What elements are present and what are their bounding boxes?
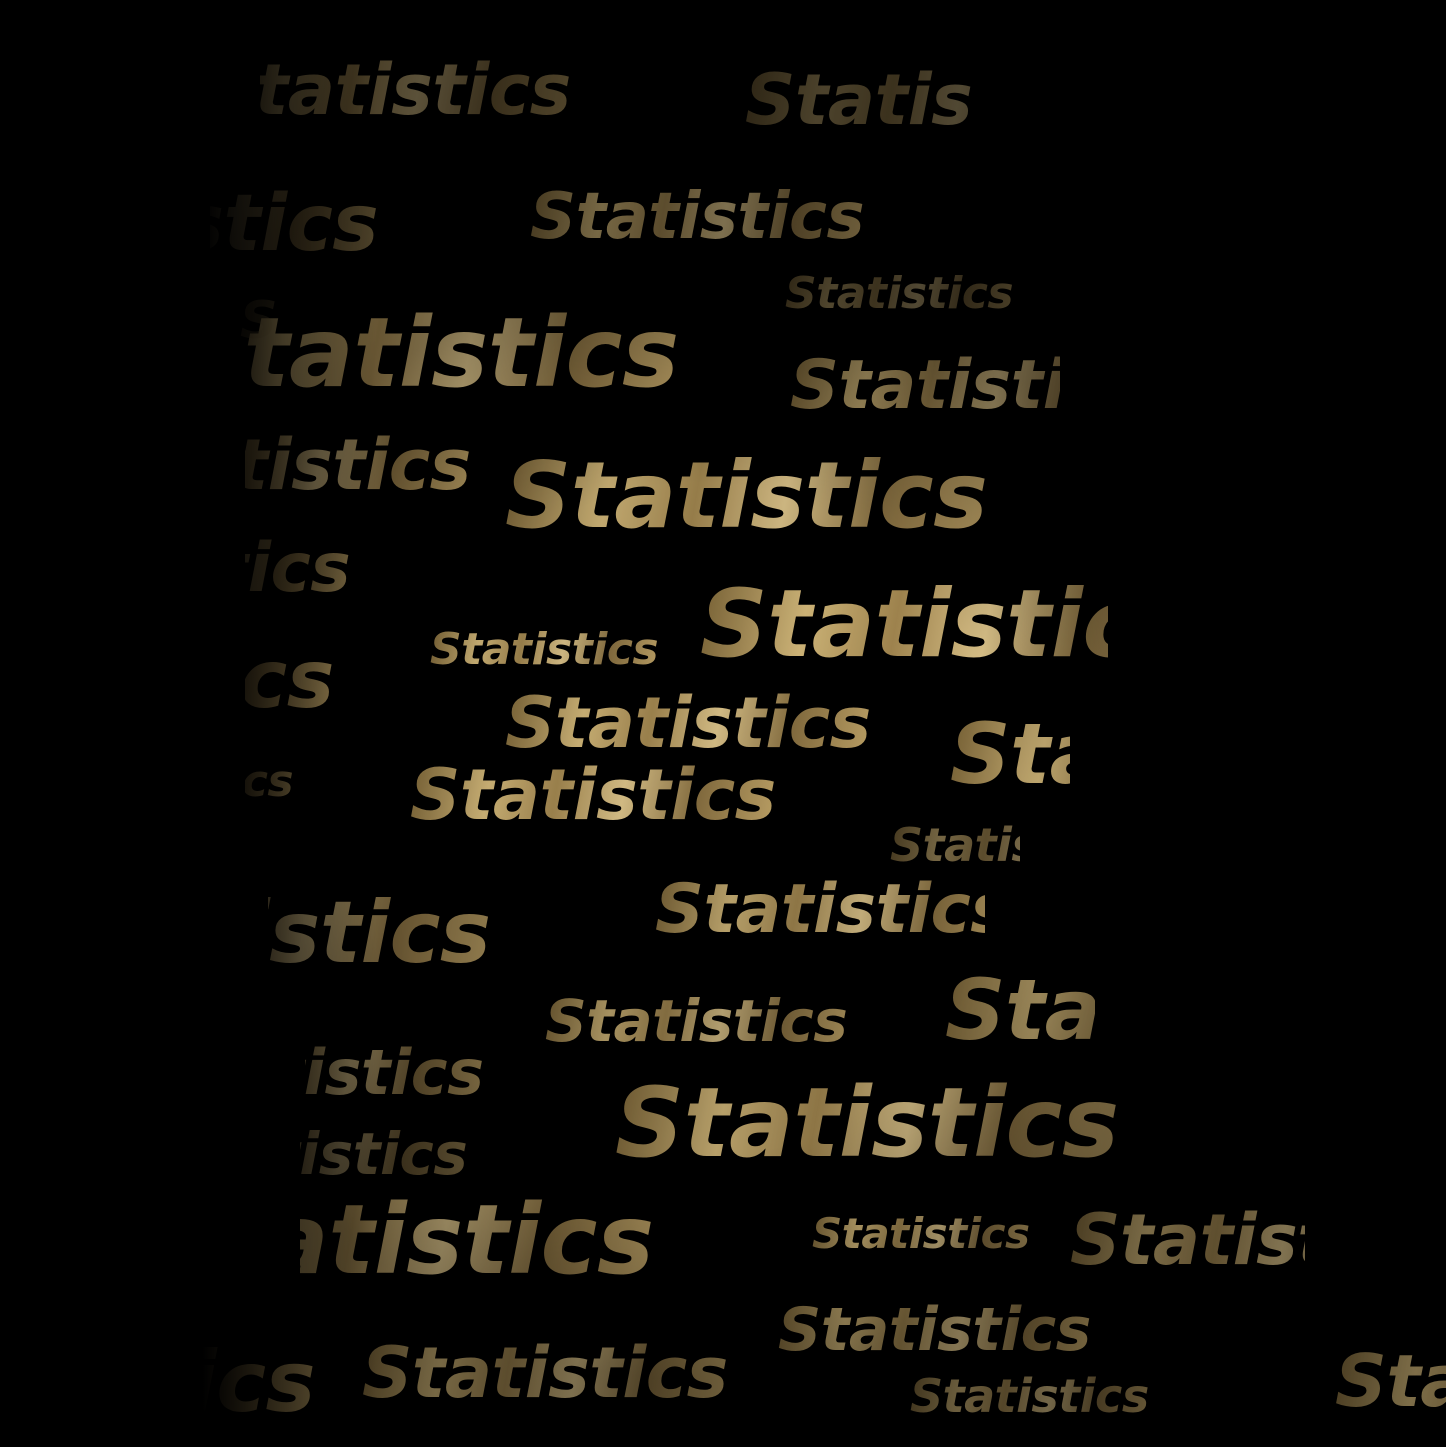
statistics-word: Statistics: [530, 181, 865, 254]
statistics-word: Statistics: [890, 822, 1020, 868]
word-clip: Statistics: [1335, 1341, 1446, 1431]
statistics-word: Statistics: [945, 968, 1095, 1052]
word-clip: Statistics: [1070, 1201, 1305, 1289]
statistics-word: Statistics: [745, 65, 975, 135]
statistics-word: Statistics: [545, 988, 848, 1055]
statistics-word: Statistics: [910, 1369, 1149, 1423]
statistics-word: Statistics: [245, 640, 334, 720]
statistics-word: Statistics: [245, 430, 471, 500]
word-clip: Statistics: [268, 886, 612, 994]
statistics-word: Statistics: [245, 760, 294, 804]
statistics-word: Statistics: [790, 352, 1060, 420]
word-clip: Statistics: [778, 1296, 1128, 1371]
word-clip: Statistics: [430, 624, 682, 679]
word-clip: Statistics: [745, 61, 975, 149]
word-clip: Statistics: [410, 756, 800, 844]
word-clip: Statistics: [505, 446, 1050, 561]
word-clip: Statistics: [245, 636, 420, 736]
statistics-word: Statistics: [305, 1042, 484, 1104]
statistics-word: Statistics: [300, 1125, 468, 1183]
statistics-word: Statistics: [410, 756, 776, 836]
statistics-word: Statistics: [505, 446, 988, 549]
word-clip: Statistics: [260, 51, 725, 139]
statistics-word: Statistics: [655, 876, 985, 944]
statistics-word: Statistics: [240, 295, 275, 347]
statistics-word: Statistics: [785, 268, 1014, 319]
statistics-word: Statistics: [615, 1071, 1119, 1179]
word-clip: Statistics: [245, 426, 545, 514]
statistics-word: Statistics: [1335, 1345, 1446, 1417]
word-clip: Statistics: [700, 574, 1108, 692]
statistics-word: Statistics: [362, 1334, 728, 1414]
statistics-word: Statistics: [268, 890, 491, 976]
statistics-word: Statistics: [700, 578, 1108, 672]
word-clip: Statistics: [812, 1209, 1062, 1262]
word-clip: Statistics: [245, 531, 480, 616]
word-clip: Statistics: [300, 1121, 515, 1194]
statistics-word: Statistics: [505, 684, 871, 764]
word-clip: Statistics: [240, 291, 275, 356]
statistics-word: Statistics: [70, 1340, 316, 1424]
word-clip: Statistics: [210, 181, 475, 279]
word-clip: Statistics: [655, 872, 985, 957]
word-clip: Statistics: [362, 1334, 765, 1422]
word-clip: Statistics: [950, 708, 1070, 813]
word-clip: Statistics: [300, 1188, 810, 1308]
word-clip: Statistics: [785, 268, 1035, 323]
word-clip: Statistics: [530, 181, 925, 261]
statistics-word: Statistics: [210, 185, 379, 263]
statistics-word: Statistics: [1070, 1205, 1305, 1275]
statistics-word: Statistics: [812, 1209, 1030, 1258]
word-clip: Statistics: [790, 348, 1060, 433]
word-clip: Statistics: [305, 1038, 555, 1116]
statistics-word: Statistics: [300, 1192, 654, 1288]
word-clip: Statistics: [910, 1369, 1163, 1427]
statistics-word: Statistics: [950, 712, 1070, 796]
word-clip: Statistics: [945, 964, 1095, 1069]
statistics-word: Statistics: [778, 1296, 1091, 1365]
word-clip: Statistics: [245, 756, 410, 811]
statistics-word: Statistics: [240, 305, 679, 401]
statistics-word: Statistics: [245, 535, 351, 603]
word-clip: Statistics: [240, 301, 775, 421]
word-clip: Statistics: [615, 1071, 1160, 1191]
statistics-word: Statistics: [430, 624, 659, 675]
statistics-word: Statistics: [260, 55, 571, 125]
word-clip: Statistics: [70, 1336, 325, 1441]
word-clip: Statistics: [890, 818, 1020, 876]
word-clip: Statistics: [545, 988, 893, 1061]
